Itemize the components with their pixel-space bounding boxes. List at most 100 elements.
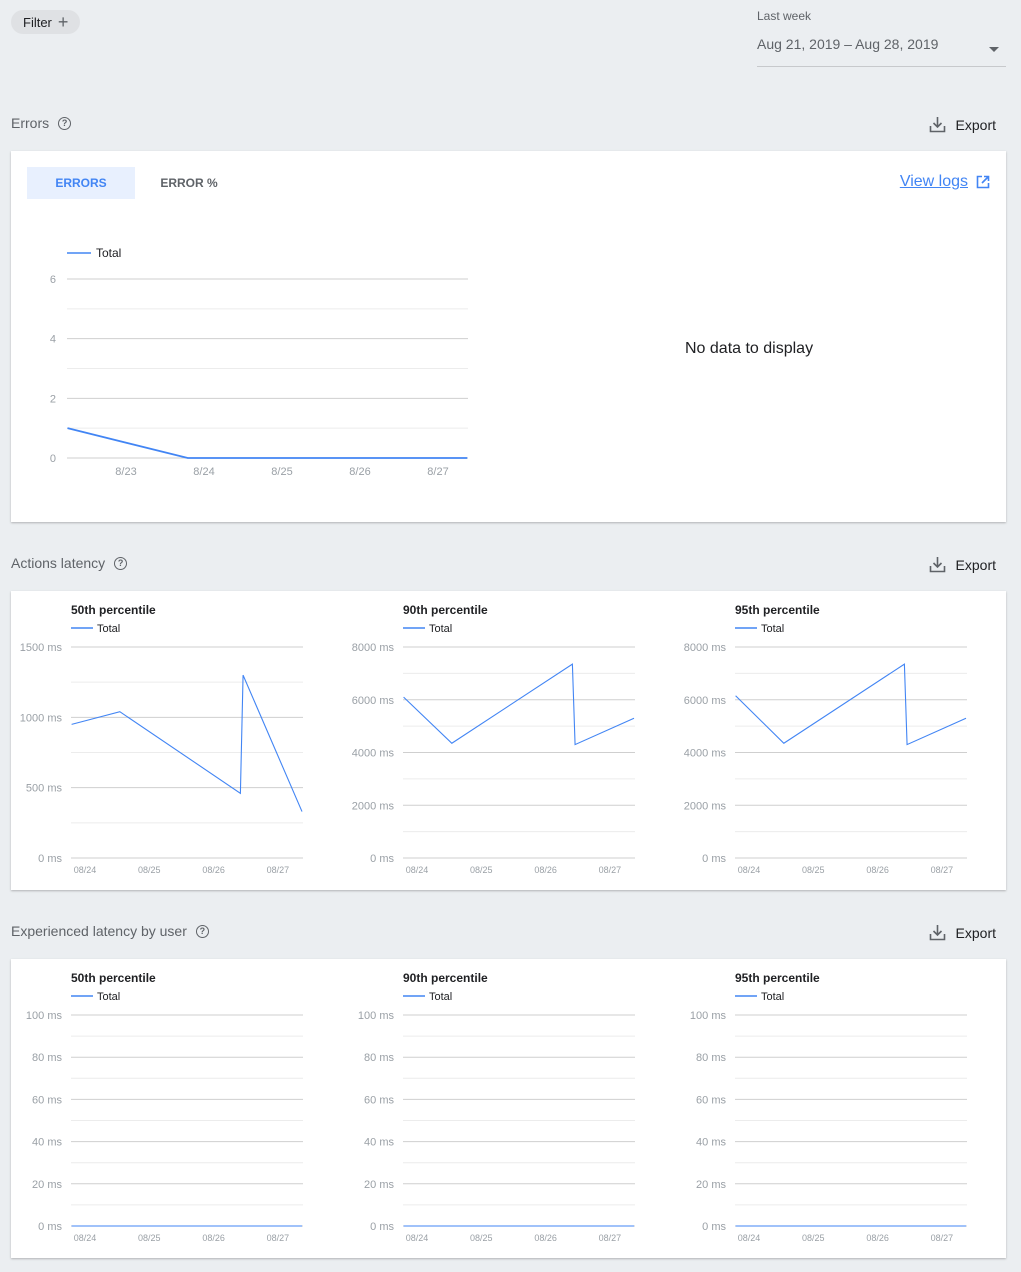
x-tick-label: 08/27 (267, 1233, 290, 1243)
date-range-select[interactable]: Aug 21, 2019 – Aug 28, 2019 (757, 36, 1006, 67)
y-tick-label: 0 ms (702, 1221, 726, 1233)
x-tick-label: 08/26 (866, 1233, 889, 1243)
experienced-latency-95th-chart: 0 ms 20 ms 40 ms 60 ms 80 ms 100 ms 08/24 08/25… (690, 971, 967, 1243)
y-tick-label: 2 (50, 393, 56, 405)
y-tick-label: 8000 ms (352, 642, 395, 654)
legend-label: Total (429, 623, 452, 635)
date-range-label: Last week (757, 9, 812, 23)
chart-title: 95th percentile (735, 971, 820, 985)
y-tick-label: 80 ms (32, 1052, 62, 1064)
export-label: Export (955, 924, 996, 941)
help-icon[interactable]: ? (58, 116, 72, 130)
x-tick-label: 08/27 (267, 865, 290, 875)
x-tick-label: 08/25 (470, 865, 493, 875)
y-tick-label: 80 ms (364, 1052, 394, 1064)
caret-down-icon (989, 47, 999, 52)
no-data-message: No data to display (685, 340, 814, 357)
filter-chip[interactable]: Filter + (11, 10, 81, 34)
y-tick-label: 6000 ms (352, 695, 395, 707)
legend-label: Total (761, 991, 784, 1003)
experienced-latency-export-button[interactable]: Export (929, 924, 996, 941)
download-icon (929, 557, 945, 573)
actions-latency-95th-chart: 0 ms 2000 ms 4000 ms 6000 ms 8000 ms 08/24 08/… (684, 603, 967, 875)
actions-latency-card (11, 591, 1006, 890)
series-line (71, 674, 303, 812)
errors-export-button[interactable]: Export (929, 116, 996, 133)
tab-errors[interactable]: ERRORS (27, 167, 135, 199)
y-tick-label: 8000 ms (684, 642, 727, 654)
export-label: Export (955, 556, 996, 573)
x-tick-label: 08/24 (406, 1233, 429, 1243)
y-tick-label: 60 ms (696, 1094, 726, 1106)
filter-label: Filter (23, 14, 52, 30)
x-tick-label: 08/24 (74, 1233, 97, 1243)
y-tick-label: 500 ms (26, 783, 63, 795)
y-tick-label: 100 ms (690, 1010, 727, 1022)
y-tick-label: 0 (50, 453, 56, 465)
actions-latency-export-button[interactable]: Export (929, 556, 996, 573)
x-tick-label: 08/25 (802, 865, 825, 875)
errors-chart: 0 2 4 6 8/23 8/24 8/25 8/26 8/27 Total (50, 246, 468, 478)
experienced-latency-card (11, 959, 1006, 1258)
actions-latency-90th-chart: 0 ms 2000 ms 4000 ms 6000 ms 8000 ms 08/24 08/… (352, 603, 635, 875)
legend-label: Total (97, 623, 120, 635)
y-tick-label: 80 ms (696, 1052, 726, 1064)
y-tick-label: 6 (50, 274, 56, 286)
x-tick-label: 8/27 (427, 466, 448, 478)
view-logs-link[interactable]: View logs (900, 173, 990, 191)
x-tick-label: 08/27 (931, 865, 954, 875)
experienced-latency-50th-chart: 0 ms 20 ms 40 ms 60 ms 80 ms 100 ms 08/24 08/25… (26, 971, 303, 1243)
x-tick-label: 08/24 (738, 865, 761, 875)
y-tick-label: 40 ms (696, 1137, 726, 1149)
y-tick-label: 2000 ms (352, 800, 395, 812)
y-tick-label: 2000 ms (684, 800, 727, 812)
legend-label: Total (96, 246, 121, 260)
y-tick-label: 60 ms (32, 1094, 62, 1106)
actions-latency-section-title: Actions latency ? (11, 555, 128, 571)
y-tick-label: 4 (50, 334, 56, 346)
x-tick-label: 08/25 (470, 1233, 493, 1243)
actions-latency-50th-chart: 0 ms 500 ms 1000 ms 1500 ms 08/24 08/25 08/26 0… (20, 603, 303, 875)
x-tick-label: 08/24 (74, 865, 97, 875)
series-line (735, 663, 967, 746)
x-tick-label: 8/23 (115, 466, 136, 478)
errors-title: Errors (11, 115, 50, 131)
x-tick-label: 08/27 (599, 1233, 622, 1243)
x-tick-label: 8/24 (193, 466, 214, 478)
errors-card: ERRORS ERROR % View logs No data to disp… (11, 151, 1006, 522)
x-tick-label: 08/24 (406, 865, 429, 875)
y-tick-label: 4000 ms (352, 748, 395, 760)
download-icon (929, 117, 945, 133)
chart-title: 90th percentile (403, 603, 488, 617)
experienced-latency-section-title: Experienced latency by user ? (11, 923, 209, 939)
y-tick-label: 1500 ms (20, 642, 63, 654)
x-tick-label: 08/26 (202, 865, 225, 875)
y-tick-label: 0 ms (38, 1221, 62, 1233)
x-tick-label: 08/26 (534, 865, 557, 875)
chart-title: 50th percentile (71, 603, 156, 617)
export-label: Export (955, 116, 996, 133)
open-in-new-icon (976, 175, 990, 189)
x-tick-label: 08/25 (802, 1233, 825, 1243)
y-tick-label: 20 ms (32, 1179, 62, 1191)
y-tick-label: 100 ms (358, 1010, 395, 1022)
date-range-value: Aug 21, 2019 – Aug 28, 2019 (757, 36, 939, 52)
errors-section-title: Errors ? (11, 115, 72, 131)
y-tick-label: 60 ms (364, 1094, 394, 1106)
y-tick-label: 40 ms (32, 1137, 62, 1149)
y-tick-label: 0 ms (702, 853, 726, 865)
download-icon (929, 925, 945, 941)
y-tick-label: 0 ms (370, 853, 394, 865)
series-line (403, 663, 635, 746)
y-tick-label: 1000 ms (20, 712, 63, 724)
experienced-latency-title: Experienced latency by user (11, 923, 187, 939)
y-tick-label: 20 ms (696, 1179, 726, 1191)
y-tick-label: 0 ms (38, 853, 62, 865)
y-tick-label: 100 ms (26, 1010, 63, 1022)
help-icon[interactable]: ? (114, 556, 128, 570)
y-tick-label: 0 ms (370, 1221, 394, 1233)
series-line (67, 427, 468, 459)
help-icon[interactable]: ? (195, 924, 209, 938)
tab-error-percent[interactable]: ERROR % (160, 176, 218, 190)
experienced-latency-90th-chart: 0 ms 20 ms 40 ms 60 ms 80 ms 100 ms 08/24 08/25… (358, 971, 635, 1243)
